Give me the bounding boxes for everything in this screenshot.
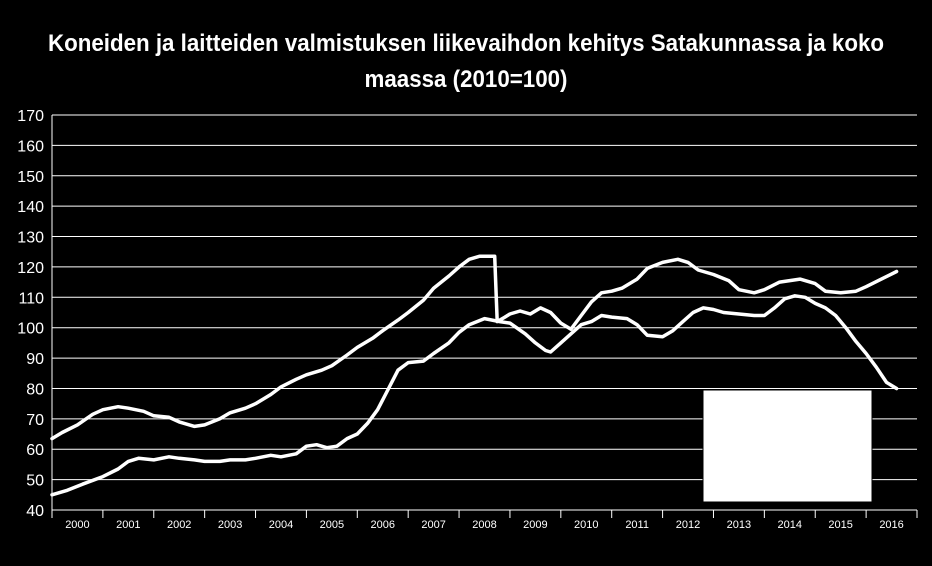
x-tick-label: 2012	[676, 519, 700, 531]
x-tick-label: 2003	[218, 519, 242, 531]
legend-cover-box	[702, 389, 873, 503]
chart-title-line2: maassa (2010=100)	[364, 66, 568, 93]
x-tick-label: 2004	[269, 519, 293, 531]
series-lines	[50, 254, 899, 497]
x-tick-label: 2010	[574, 519, 598, 531]
y-tick-label: 60	[26, 442, 44, 459]
x-tick-label: 2015	[828, 519, 852, 531]
y-tick-label: 120	[17, 260, 44, 277]
y-tick-label: 40	[26, 503, 44, 520]
x-tick-label: 2013	[727, 519, 751, 531]
x-tick-label: 2016	[879, 519, 903, 531]
y-tick-label: 90	[26, 351, 44, 368]
x-tick-label: 2009	[523, 519, 547, 531]
y-tick-label: 140	[17, 199, 44, 216]
x-tick-label: 2001	[116, 519, 140, 531]
chart-title-line1: Koneiden ja laitteiden valmistuksen liik…	[47, 30, 885, 57]
x-tick-label: 2006	[370, 519, 394, 531]
y-tick-label: 100	[17, 321, 44, 338]
x-axis: 2000 2001 2002 2003 2004 2005 2006 2007 2008 2009…	[51, 510, 918, 531]
y-tick-label: 50	[26, 473, 44, 490]
gridlines	[52, 114, 917, 511]
x-tick-label: 2000	[65, 519, 89, 531]
x-tick-label: 2008	[472, 519, 496, 531]
x-tick-label: 2005	[320, 519, 344, 531]
x-tick-label: 2014	[778, 519, 802, 531]
y-tick-label: 170	[17, 108, 44, 125]
y-tick-label: 70	[26, 412, 44, 429]
y-tick-label: 80	[26, 381, 44, 398]
x-tick-label: 2002	[167, 519, 191, 531]
y-tick-label: 110	[18, 290, 44, 307]
series-line-1	[50, 254, 899, 441]
series-line-2	[50, 294, 899, 497]
y-tick-label: 150	[17, 169, 44, 186]
y-tick-label: 160	[17, 138, 44, 155]
chart-title: Koneiden ja laitteiden valmistuksen liik…	[33, 26, 900, 98]
x-tick-label: 2011	[625, 519, 649, 531]
x-tick-label: 2007	[421, 519, 445, 531]
y-tick-label: 130	[17, 230, 44, 247]
y-axis: 170 160 150 140 130 120 110 100 90 80 70 60 50 40	[17, 108, 53, 520]
